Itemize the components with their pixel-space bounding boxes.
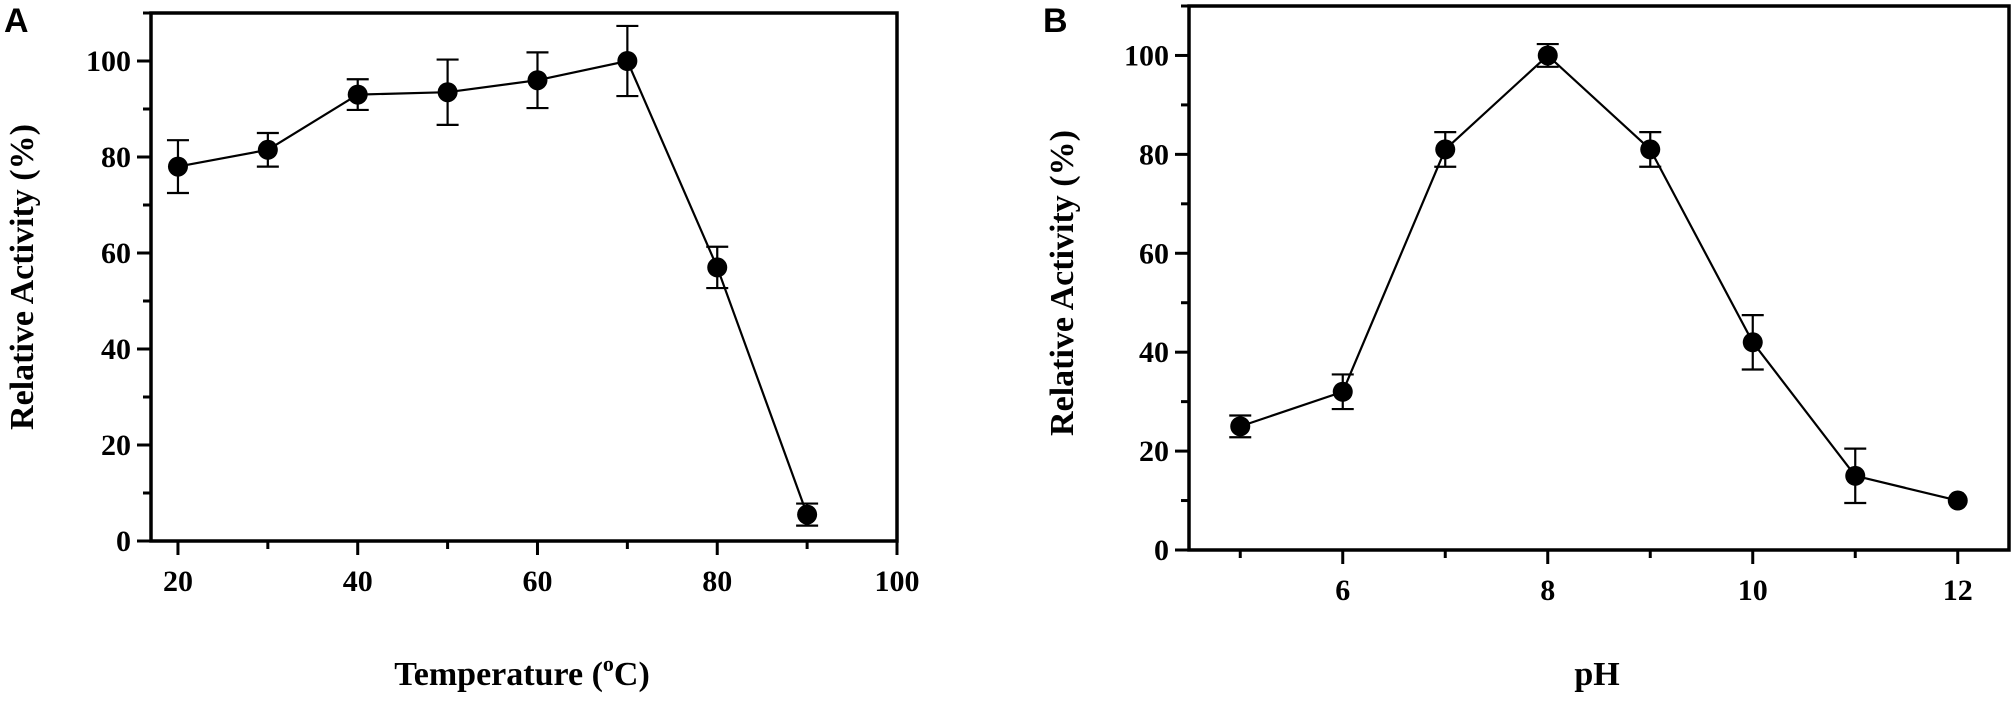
data-point <box>1537 45 1558 66</box>
x-tick-label: 6 <box>1335 574 1350 607</box>
x-tick-label: 20 <box>163 565 193 598</box>
y-tick-label: 20 <box>101 429 131 462</box>
axis-ticks-a <box>137 11 899 555</box>
data-point <box>167 156 188 177</box>
plot-frame-a <box>149 11 899 543</box>
x-tick-label: 80 <box>702 565 732 598</box>
data-point <box>617 51 638 71</box>
x-tick-label: 60 <box>522 565 552 598</box>
chart-panel-a: A 20 40 60 80 100 0 20 40 60 80 100 Relative Acti… <box>4 2 920 693</box>
data-point <box>1435 139 1456 160</box>
y-tick-label: 40 <box>101 333 131 366</box>
series-line-b <box>1239 53 1959 502</box>
data-point <box>527 70 548 91</box>
panel-label-a: A <box>4 2 29 40</box>
data-point <box>257 139 278 160</box>
y-tick-labels-a: 0 20 40 60 80 100 <box>86 45 131 558</box>
y-axis-title-b: Relative Activity (%) <box>1044 130 1081 436</box>
x-tick-labels-a: 20 40 60 80 100 <box>163 565 920 598</box>
x-axis-title-a-after: C) <box>614 656 650 693</box>
y-tick-label: 80 <box>101 141 131 174</box>
x-tick-label: 8 <box>1540 574 1555 607</box>
x-axis-title-b: pH <box>1574 656 1619 693</box>
data-point <box>797 504 818 525</box>
x-tick-label: 12 <box>1943 574 1973 607</box>
y-tick-label: 100 <box>86 45 131 78</box>
x-tick-label: 40 <box>343 565 373 598</box>
y-tick-label: 40 <box>1139 336 1169 369</box>
data-point <box>1640 139 1661 160</box>
x-axis-title-a-main: Temperature ( <box>394 656 603 693</box>
panel-label-b: B <box>1043 2 1068 40</box>
y-tick-labels-b: 0 20 40 60 80 100 <box>1124 39 1169 567</box>
y-tick-label: 60 <box>1139 237 1169 270</box>
chart-panel-b: B 6 8 10 12 0 20 40 60 80 100 Relative Activity … <box>1043 2 2011 693</box>
y-axis-title-a: Relative Activity (%) <box>4 124 41 430</box>
data-point <box>1947 490 1968 511</box>
axis-ticks-b <box>1175 4 1960 564</box>
x-axis-title-a-sup: o <box>603 651 614 676</box>
x-axis-title-a: Temperature (oC) <box>394 651 650 693</box>
y-tick-label: 60 <box>101 237 131 270</box>
plot-frame-b <box>1187 4 2011 552</box>
x-tick-label: 10 <box>1738 574 1768 607</box>
data-points-a <box>167 51 818 525</box>
data-point <box>347 84 368 105</box>
data-point <box>1332 381 1353 402</box>
data-point <box>707 257 728 278</box>
y-tick-label: 100 <box>1124 39 1169 72</box>
data-point <box>1230 416 1251 437</box>
x-tick-labels-b: 6 8 10 12 <box>1335 574 1973 607</box>
data-point <box>1742 332 1763 353</box>
data-point <box>1845 465 1866 486</box>
data-points-b <box>1230 45 1968 511</box>
x-tick-label: 100 <box>875 565 920 598</box>
y-tick-label: 20 <box>1139 435 1169 468</box>
y-tick-label: 80 <box>1139 138 1169 171</box>
data-point <box>437 82 458 103</box>
y-tick-label: 0 <box>116 525 131 558</box>
series-line-a <box>177 59 809 515</box>
y-tick-label: 0 <box>1154 534 1169 567</box>
error-bars-b <box>1229 42 1867 505</box>
